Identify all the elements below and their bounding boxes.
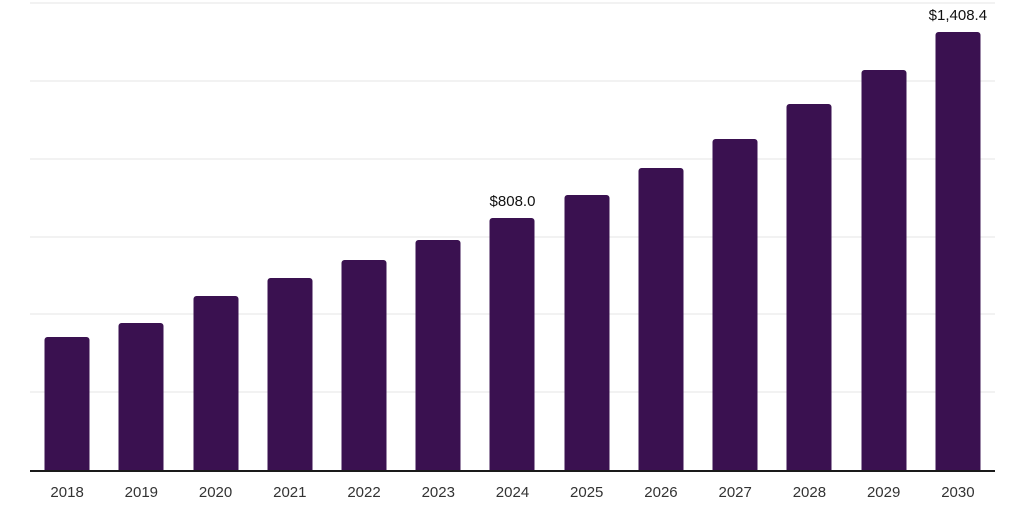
bar-slot-2024: $808.0	[475, 0, 549, 470]
bar-2030	[935, 31, 981, 470]
x-tick-2024: 2024	[495, 484, 530, 501]
x-tick-2025: 2025	[570, 484, 604, 501]
x-tick-2023: 2023	[421, 484, 455, 501]
bar-slot-2028	[772, 0, 846, 470]
x-tick-2021: 2021	[273, 484, 307, 501]
bar-2027	[712, 138, 758, 470]
x-tick-2019: 2019	[124, 484, 159, 501]
bar-slot-2027	[698, 0, 772, 470]
x-tick-2018: 2018	[50, 484, 84, 501]
gridline-1000	[30, 157, 995, 160]
x-tick-2026: 2026	[644, 484, 678, 501]
bar-slot-2030: $1,408.4	[921, 0, 995, 470]
bar-2021	[267, 277, 313, 470]
x-axis: 2018 2019 2020 2021 2022 2023 2024 2025 2026 2027…	[30, 484, 995, 504]
bar-slot-2021	[253, 0, 327, 470]
bar-2020	[193, 296, 239, 470]
bar-2022	[341, 259, 387, 470]
x-tick-2029: 2029	[866, 484, 901, 501]
bar-2025	[564, 194, 610, 470]
value-label-2030: $1,408.4	[928, 6, 988, 24]
gridline-1250	[30, 79, 995, 82]
x-tick-2028: 2028	[792, 484, 827, 501]
bar-2018	[44, 337, 90, 470]
bar-slot-2026	[624, 0, 698, 470]
bar-slot-2029	[847, 0, 921, 470]
bar-2028	[786, 103, 832, 470]
x-tick-2027: 2027	[718, 484, 752, 501]
gridline-1500	[30, 2, 995, 4]
bar-2029	[861, 69, 907, 470]
bar-slot-2022	[327, 0, 401, 470]
x-tick-2020: 2020	[198, 484, 233, 501]
bar-2026	[638, 167, 684, 470]
bar-slot-2025	[550, 0, 624, 470]
bar-slot-2018	[30, 0, 104, 470]
x-tick-2022: 2022	[347, 484, 381, 501]
bar-2024	[489, 218, 535, 470]
bar-2023	[415, 239, 461, 470]
bar-slot-2019	[104, 0, 178, 470]
value-label-2024: $808.0	[489, 193, 536, 211]
x-tick-2030: 2030	[941, 484, 975, 501]
plot-area: $808.0 $1,408.4	[30, 0, 995, 472]
bar-slot-2023	[401, 0, 475, 470]
bar-slot-2020	[178, 0, 252, 470]
bar-2019	[118, 322, 164, 470]
